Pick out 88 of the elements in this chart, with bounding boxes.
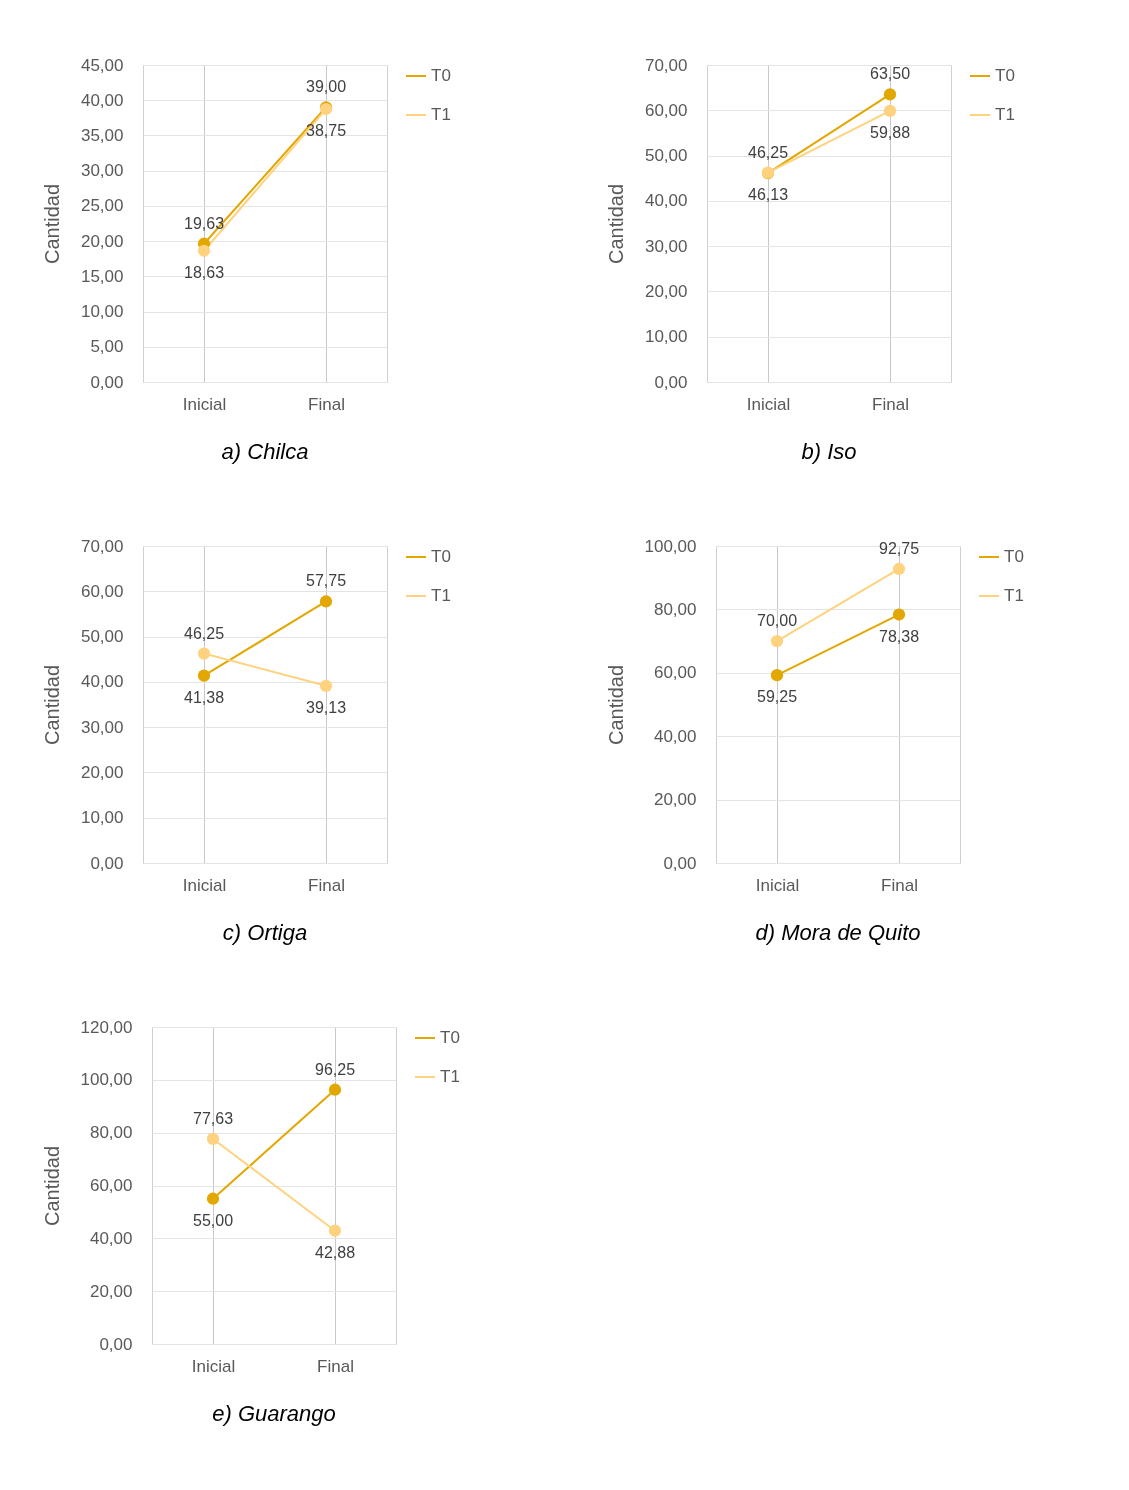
- data-label: 46,25: [747, 143, 789, 161]
- y-tick-label: 10,00: [80, 302, 124, 322]
- text: d) Mora de Quito: [755, 920, 921, 945]
- y-tick-label: 20,00: [653, 790, 697, 810]
- data-label: 59,25: [756, 688, 798, 706]
- x-tick-label: Final: [317, 1356, 354, 1376]
- legend-label: T0: [1004, 547, 1024, 566]
- text: e) Guarango: [212, 1401, 336, 1426]
- data-label: 46,25: [183, 624, 225, 642]
- y-axis-title: Cantidad: [604, 183, 627, 265]
- x-tick-label: Inicial: [182, 875, 227, 895]
- data-label: 59,88: [869, 123, 911, 141]
- legend-label: T1: [995, 105, 1015, 124]
- x-tick-label: Final: [308, 875, 345, 895]
- y-tick-label: 0,00: [663, 853, 697, 873]
- y-tick-label: 70,00: [644, 55, 688, 75]
- y-tick-label: 20,00: [80, 762, 124, 782]
- y-tick-label: 100,00: [644, 536, 697, 556]
- y-tick-label: 120,00: [80, 1017, 133, 1037]
- y-tick-label: 15,00: [80, 266, 124, 286]
- data-label: 55,00: [192, 1211, 234, 1229]
- legend-label: T1: [431, 105, 451, 124]
- x-tick-label: Final: [881, 875, 918, 895]
- text: a) Chilca: [221, 439, 309, 464]
- y-axis-title: Cantidad: [604, 664, 627, 746]
- y-axis-title: Cantidad: [40, 1145, 63, 1227]
- y-tick-label: 60,00: [644, 100, 688, 120]
- data-label: 96,25: [314, 1060, 356, 1078]
- y-tick-label: 0,00: [99, 1334, 133, 1354]
- y-tick-label: 40,00: [644, 191, 688, 211]
- y-tick-label: 20,00: [89, 1281, 133, 1301]
- data-label: 18,63: [183, 263, 225, 281]
- y-tick-label: 20,00: [80, 231, 124, 251]
- x-tick-label: Final: [872, 394, 909, 414]
- y-tick-label: 0,00: [90, 853, 124, 873]
- y-tick-label: 40,00: [80, 90, 124, 110]
- x-tick-label: Inicial: [746, 394, 791, 414]
- y-tick-label: 10,00: [80, 808, 124, 828]
- y-tick-label: 30,00: [80, 717, 124, 737]
- data-label: 41,38: [183, 688, 225, 706]
- y-tick-label: 80,00: [89, 1123, 133, 1143]
- legend-label: T1: [1004, 586, 1024, 605]
- y-tick-label: 100,00: [80, 1070, 133, 1090]
- y-tick-label: 35,00: [80, 125, 124, 145]
- y-tick-label: 0,00: [90, 372, 124, 392]
- y-tick-label: 70,00: [80, 536, 124, 556]
- legend-label: T1: [440, 1067, 460, 1086]
- data-label: 92,75: [878, 539, 920, 557]
- y-tick-label: 45,00: [80, 55, 124, 75]
- data-label: 39,13: [305, 698, 347, 716]
- data-label: 38,75: [305, 122, 347, 140]
- legend-label: T0: [440, 1028, 460, 1047]
- x-tick-label: Final: [308, 394, 345, 414]
- x-tick-label: Inicial: [182, 394, 227, 414]
- data-label: 77,63: [192, 1109, 234, 1127]
- text: b) Iso: [801, 439, 857, 464]
- x-tick-label: Inicial: [755, 875, 800, 895]
- data-label: 70,00: [756, 612, 798, 630]
- legend-label: T1: [431, 586, 451, 605]
- y-tick-label: 50,00: [644, 146, 688, 166]
- y-tick-label: 20,00: [644, 281, 688, 301]
- x-tick-label: Inicial: [191, 1356, 236, 1376]
- y-tick-label: 40,00: [80, 672, 124, 692]
- text: c) Ortiga: [222, 920, 308, 945]
- y-tick-label: 0,00: [654, 372, 688, 392]
- y-tick-label: 40,00: [89, 1228, 133, 1248]
- data-label: 42,88: [314, 1243, 356, 1261]
- y-axis-title: Cantidad: [40, 664, 63, 746]
- y-tick-label: 80,00: [653, 599, 697, 619]
- legend-label: T0: [995, 66, 1015, 85]
- data-label: 57,75: [305, 572, 347, 590]
- y-tick-label: 60,00: [80, 581, 124, 601]
- data-label: 63,50: [869, 65, 911, 83]
- y-tick-label: 60,00: [653, 663, 697, 683]
- y-tick-label: 60,00: [89, 1176, 133, 1195]
- data-label: 78,38: [878, 627, 920, 645]
- y-axis-title: Cantidad: [40, 183, 63, 265]
- y-tick-label: 25,00: [80, 196, 124, 216]
- legend-label: T0: [431, 547, 451, 566]
- y-tick-label: 5,00: [90, 337, 124, 357]
- legend-label: T0: [431, 66, 451, 85]
- y-tick-label: 50,00: [80, 627, 124, 647]
- y-tick-label: 30,00: [80, 161, 124, 181]
- y-tick-label: 10,00: [644, 327, 688, 347]
- data-label: 46,13: [747, 186, 789, 204]
- data-label: 39,00: [305, 78, 347, 96]
- y-tick-label: 40,00: [653, 726, 697, 746]
- y-tick-label: 30,00: [644, 236, 688, 256]
